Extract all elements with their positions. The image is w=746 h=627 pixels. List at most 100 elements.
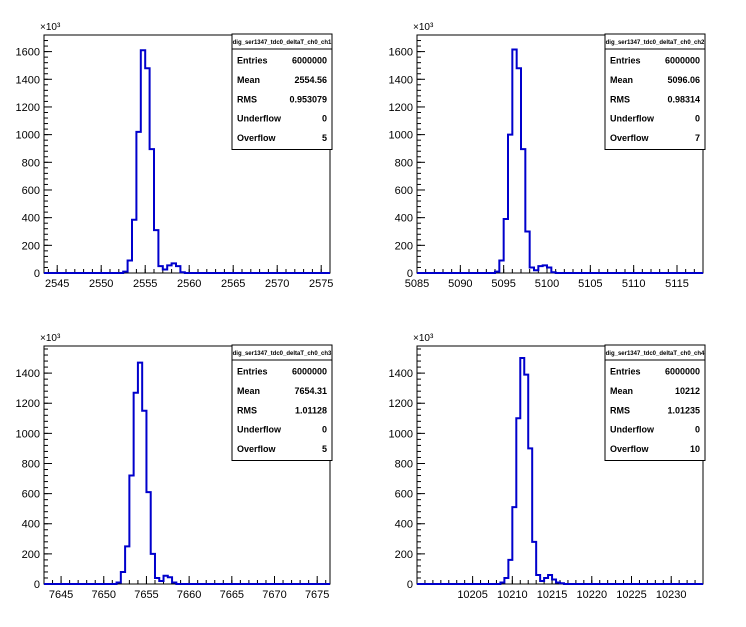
x-tick-label: 2550 bbox=[89, 278, 113, 290]
y-tick-label: 600 bbox=[395, 185, 413, 197]
stats-label: Overflow bbox=[237, 133, 277, 143]
stats-value: 2554.56 bbox=[294, 75, 327, 85]
y-tick-label: 600 bbox=[22, 185, 40, 197]
stats-value: 6000000 bbox=[665, 56, 700, 66]
y-tick-label: 0 bbox=[407, 579, 413, 591]
histogram-bin bbox=[167, 265, 171, 273]
x-tick-label: 10225 bbox=[616, 589, 647, 601]
histogram-bin bbox=[508, 560, 512, 584]
histogram-bin bbox=[136, 132, 140, 273]
y-tick-label: 1000 bbox=[16, 130, 40, 142]
y-tick-label: 1600 bbox=[16, 47, 40, 59]
y-tick-label: 0 bbox=[34, 579, 40, 591]
histogram-bin bbox=[512, 507, 516, 584]
histogram-line bbox=[44, 361, 330, 585]
stats-label: Underflow bbox=[610, 114, 655, 124]
y-tick-label: 1400 bbox=[16, 368, 40, 380]
stats-label: Mean bbox=[237, 386, 260, 396]
y-exponent-label: ×10³ bbox=[413, 22, 434, 33]
histogram-bin bbox=[134, 393, 138, 584]
histogram-bin bbox=[141, 50, 145, 273]
x-tick-label: 2565 bbox=[221, 278, 245, 290]
histogram-bin bbox=[163, 270, 167, 273]
y-tick-label: 1200 bbox=[16, 102, 40, 114]
y-tick-label: 200 bbox=[395, 240, 413, 252]
histogram-ch4-canvas: ×10³ 0 200 400 600 800 1000 1200 1400 10205 10210 1… bbox=[389, 333, 706, 601]
y-tick-label: 400 bbox=[395, 213, 413, 225]
histogram-bin bbox=[499, 261, 503, 273]
y-tick-label: 800 bbox=[22, 157, 40, 169]
x-tick-label: 5090 bbox=[448, 278, 472, 290]
histogram-bin bbox=[560, 583, 564, 584]
histogram-bin bbox=[524, 375, 528, 584]
stats-label: RMS bbox=[610, 405, 630, 415]
y-tick-label: 800 bbox=[395, 458, 413, 470]
y-tick-label: 400 bbox=[22, 213, 40, 225]
stats-label: Underflow bbox=[237, 425, 282, 435]
histogram-bin bbox=[516, 418, 520, 584]
y-exponent-label: ×10³ bbox=[40, 333, 61, 344]
stats-label: RMS bbox=[237, 405, 257, 415]
histogram-bin bbox=[146, 492, 150, 584]
stats-title: dig_ser1347_tdc0_deltaT_ch0_ch1 bbox=[233, 40, 332, 46]
stats-box: dig_ser1347_tdc0_deltaT_ch0_ch3 Entries 60… bbox=[231, 344, 333, 461]
stats-label: Overflow bbox=[610, 444, 650, 454]
histogram-bin bbox=[145, 68, 149, 273]
x-tick-label: 5100 bbox=[535, 278, 559, 290]
stats-label: Entries bbox=[610, 367, 641, 377]
stats-label: Overflow bbox=[237, 444, 277, 454]
stats-label: Mean bbox=[237, 75, 260, 85]
stats-value: 5 bbox=[322, 444, 327, 454]
y-exponent-label: ×10³ bbox=[40, 22, 61, 33]
stats-value: 0 bbox=[695, 425, 700, 435]
y-tick-label: 1000 bbox=[16, 428, 40, 440]
x-tick-label: 10210 bbox=[497, 589, 528, 601]
y-tick-label: 1600 bbox=[389, 47, 413, 59]
stats-value: 5096.06 bbox=[667, 75, 700, 85]
stats-title: dig_ser1347_tdc0_deltaT_ch0_ch4 bbox=[606, 351, 705, 357]
y-tick-label: 1400 bbox=[389, 74, 413, 86]
histogram-ch2-canvas: ×10³ 0 200 400 600 800 1000 1200 1400 1600 5085 509… bbox=[389, 22, 706, 290]
y-tick-label: 0 bbox=[407, 268, 413, 280]
x-tick-label: 5085 bbox=[405, 278, 429, 290]
histogram-bin bbox=[495, 272, 499, 273]
histogram-bin bbox=[154, 230, 158, 273]
x-tick-label: 2570 bbox=[265, 278, 289, 290]
x-tick-label: 5095 bbox=[491, 278, 515, 290]
stats-value: 0.953079 bbox=[289, 94, 327, 104]
y-tick-label: 400 bbox=[395, 519, 413, 531]
histogram-pad-ch2: ×10³ 0 200 400 600 800 1000 1200 1400 1600 5085 509… bbox=[373, 0, 746, 311]
stats-value: 7654.31 bbox=[294, 386, 327, 396]
x-tick-label: 7675 bbox=[305, 589, 329, 601]
histogram-bin bbox=[150, 149, 154, 273]
stats-value: 6000000 bbox=[292, 56, 327, 66]
y-tick-label: 800 bbox=[395, 157, 413, 169]
histogram-bin bbox=[504, 578, 508, 584]
stats-box: dig_ser1347_tdc0_deltaT_ch0_ch2 Entries 60… bbox=[604, 33, 706, 150]
stats-label: Entries bbox=[610, 56, 641, 66]
x-tick-label: 10220 bbox=[576, 589, 607, 601]
stats-value: 0 bbox=[322, 114, 327, 124]
y-tick-label: 1200 bbox=[389, 102, 413, 114]
histogram-bin bbox=[176, 266, 180, 273]
histogram-bin bbox=[551, 272, 555, 273]
stats-label: Underflow bbox=[237, 114, 282, 124]
histogram-bin bbox=[132, 220, 136, 273]
stats-value: 1.01235 bbox=[667, 405, 700, 415]
histogram-ch1-canvas: ×10³ 0 200 400 600 800 1000 1200 1400 1600 2545 255… bbox=[16, 22, 334, 290]
stats-box: dig_ser1347_tdc0_deltaT_ch0_ch1 Entries 60… bbox=[231, 33, 333, 150]
y-tick-label: 1400 bbox=[16, 74, 40, 86]
histogram-bin bbox=[168, 577, 172, 584]
y-tick-label: 1200 bbox=[16, 398, 40, 410]
x-tick-label: 7655 bbox=[134, 589, 158, 601]
y-tick-label: 200 bbox=[22, 240, 40, 252]
y-exponent-label: ×10³ bbox=[413, 333, 434, 344]
stats-title: dig_ser1347_tdc0_deltaT_ch0_ch3 bbox=[233, 351, 332, 357]
histogram-bin bbox=[556, 582, 560, 584]
histogram-line bbox=[417, 48, 703, 274]
y-tick-label: 1000 bbox=[389, 428, 413, 440]
histogram-bin bbox=[172, 582, 176, 584]
x-tick-label: 10230 bbox=[656, 589, 687, 601]
histogram-bin bbox=[155, 578, 159, 584]
histogram-bin bbox=[142, 411, 146, 584]
